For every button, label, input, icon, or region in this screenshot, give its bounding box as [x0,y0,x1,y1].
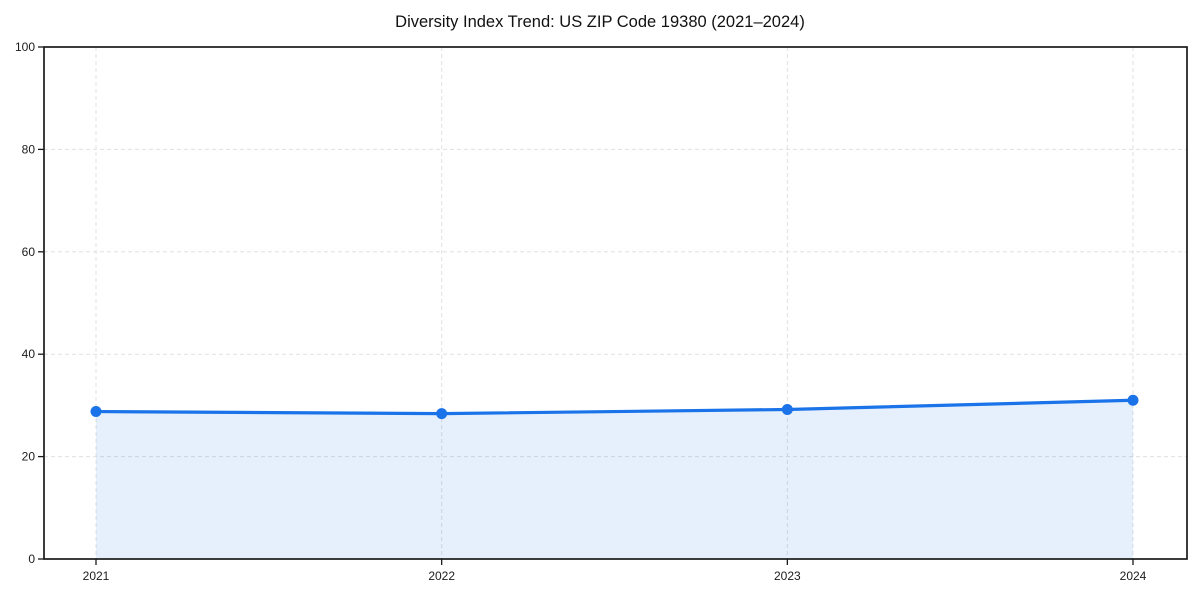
x-tick-label: 2022 [428,569,455,583]
y-tick-label: 0 [28,552,35,566]
data-point [90,406,102,418]
chart-title: Diversity Index Trend: US ZIP Code 19380… [395,13,805,31]
y-tick-label: 40 [22,347,36,361]
trend-line [94,398,1135,416]
y-tick-label: 60 [22,245,36,259]
x-tick-label: 2024 [1120,569,1147,583]
y-tick-label: 80 [22,142,36,156]
data-point [1127,394,1139,406]
y-tick-label: 100 [15,40,35,54]
x-tick-label: 2023 [774,569,801,583]
plot-border [43,46,1188,560]
data-point [436,408,448,420]
area-fill [96,400,1133,559]
y-tick-label: 20 [22,450,36,464]
data-point [781,403,793,415]
x-tick-label: 2021 [83,569,110,583]
